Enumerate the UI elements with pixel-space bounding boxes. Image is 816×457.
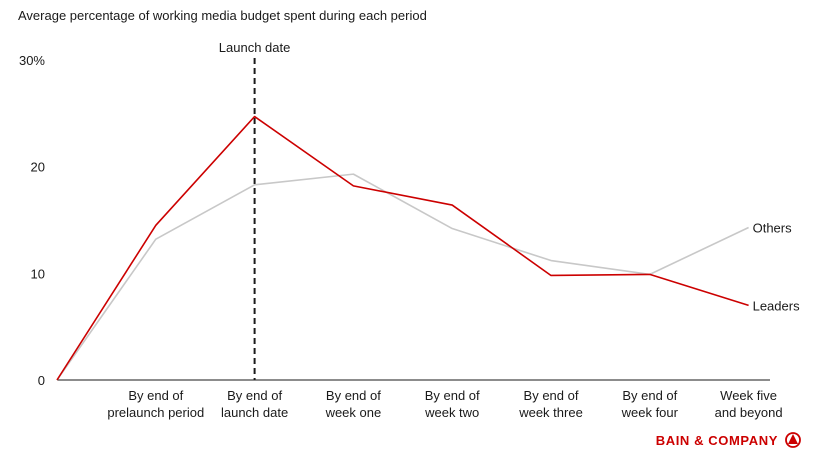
y-tick-labels: 0 10 20 30% bbox=[19, 53, 45, 388]
brand-name: BAIN & COMPANY bbox=[656, 433, 778, 448]
y-tick-label: 0 bbox=[38, 373, 45, 388]
x-tick-label: By end of week three bbox=[518, 388, 583, 420]
bain-logo-icon bbox=[785, 432, 801, 448]
brand: BAIN & COMPANY bbox=[656, 432, 801, 448]
y-tick-label: 10 bbox=[31, 266, 45, 281]
series-line-leaders bbox=[56, 115, 749, 381]
y-tick-label-max: 30% bbox=[19, 53, 45, 68]
launch-date-label: Launch date bbox=[219, 40, 291, 55]
launch-date-annotation: Launch date bbox=[219, 40, 291, 380]
series-lines bbox=[56, 115, 749, 381]
chart-title: Average percentage of working media budg… bbox=[18, 8, 427, 23]
series-label-leaders: Leaders bbox=[753, 298, 800, 313]
x-tick-label: By end of week four bbox=[621, 388, 679, 420]
x-tick-label: By end of prelaunch period bbox=[107, 388, 204, 420]
x-tick-label: By end of week one bbox=[325, 388, 382, 420]
series-labels: Others Leaders bbox=[753, 220, 800, 313]
x-tick-label: By end of week two bbox=[424, 388, 480, 420]
x-tick-labels: By end of prelaunch period By end of launch… bbox=[107, 388, 782, 420]
x-tick-label: By end of launch date bbox=[221, 388, 288, 420]
x-tick-label: Week five and beyond bbox=[715, 388, 783, 420]
y-tick-label: 20 bbox=[31, 160, 45, 175]
series-line-others bbox=[56, 173, 749, 381]
series-label-others: Others bbox=[753, 220, 793, 235]
